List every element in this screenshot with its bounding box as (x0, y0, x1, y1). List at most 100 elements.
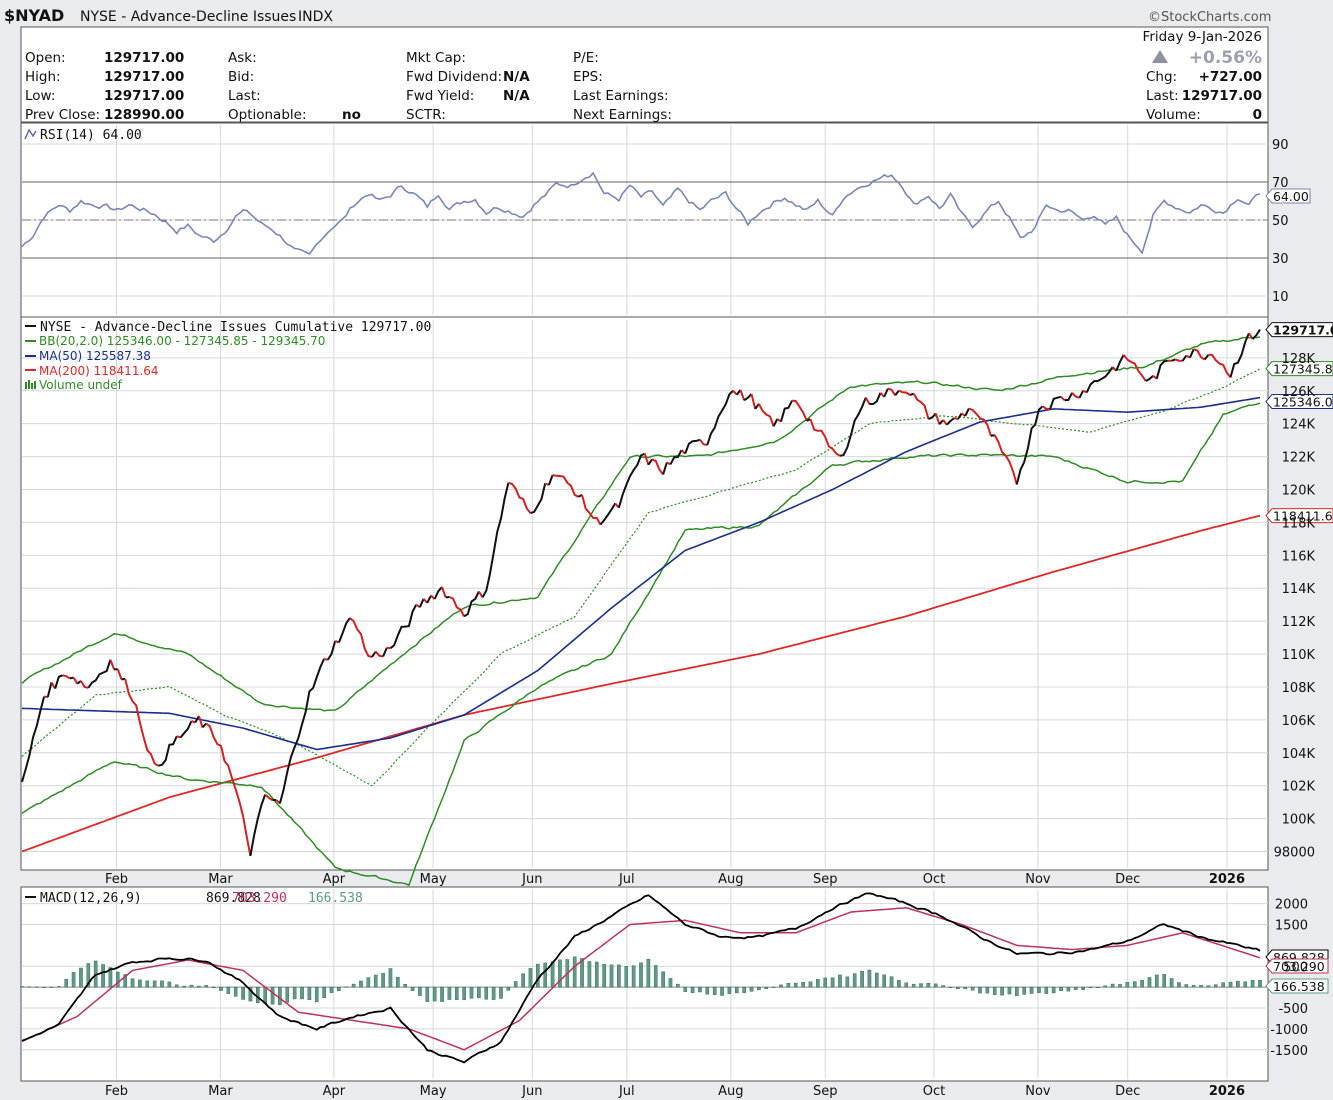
last-label-left: Last: (228, 88, 261, 104)
price-line-segment (326, 640, 337, 661)
fwd-dividend-label: Fwd Dividend: (406, 69, 502, 85)
x-tick-label: Mar (208, 872, 233, 887)
macd-histogram-bar (64, 978, 69, 988)
price-current-label: 125346.0 (1265, 394, 1333, 410)
price-line-segment (205, 722, 252, 857)
price-line-segment (750, 393, 757, 410)
macd-histogram-bar (705, 986, 710, 995)
macd-histogram-bar (948, 986, 953, 988)
price-legend: NYSE - Advance-Decline Issues Cumulative… (25, 320, 431, 392)
macd-histogram-bar (484, 986, 489, 1000)
macd-histogram-bar (145, 980, 150, 988)
price-tick-label: 104K (1282, 747, 1316, 762)
price-line-segment (643, 453, 650, 466)
macd-legend: MACD(12,26,9) 869.828 703.290 166.538 (25, 891, 363, 906)
price-plot: 129717.0 127345.8 125346.0 118411.6 (21, 322, 1333, 887)
macd-histogram-bar (1184, 984, 1189, 988)
macd-legend-macd: 869.828 (206, 891, 261, 906)
price-current-label: 118411.6 (1265, 508, 1333, 524)
macd-histogram-bar (742, 986, 746, 993)
title-bar: $NYAD NYSE - Advance-Decline Issues INDX… (4, 6, 1271, 25)
price-current-box (1265, 394, 1333, 410)
macd-histogram-bar (241, 986, 245, 1000)
price-line-segment (1193, 348, 1206, 361)
macd-current-label: 166.538 (1265, 978, 1329, 994)
price-line-segment (176, 735, 181, 739)
price-line-segment (80, 680, 89, 689)
macd-histogram-bar (211, 986, 216, 989)
macd-histogram-bar (425, 986, 430, 1002)
price-line-segment (791, 399, 808, 422)
macd-histogram-bar (683, 986, 688, 992)
macd-histogram-bar (1155, 974, 1159, 988)
macd-histogram-bar (27, 986, 32, 988)
bb-legend-text: BB(20,2.0) 125346.00 - 127345.85 - 12934… (39, 334, 325, 348)
price-line-segment (449, 596, 465, 617)
macd-histogram-bar (875, 972, 879, 988)
price-line-segment (201, 722, 207, 729)
rsi-tick-label: 70 (1272, 176, 1289, 191)
brand[interactable]: StockCharts.com (1161, 10, 1271, 25)
macd-histogram-bar (263, 986, 267, 1004)
macd-histogram-bar (285, 986, 290, 1003)
price-line-segment (264, 793, 274, 801)
last-label: Last: (1146, 88, 1179, 104)
price-line-segment (197, 715, 204, 728)
macd-histogram-bar (138, 979, 142, 988)
macd-histogram-bar (771, 986, 776, 988)
price-line-segment (72, 677, 79, 685)
macd-histogram-bar (919, 983, 923, 988)
bb-middle-line (21, 368, 1261, 787)
macd-histogram-bar (314, 986, 319, 1003)
pct-change: +0.56% (1189, 48, 1262, 68)
macd-histogram-bar (889, 976, 894, 988)
macd-histogram-bar (1177, 982, 1181, 988)
macd-histogram-bar (1051, 986, 1056, 994)
price-tick-label: 110K (1282, 648, 1316, 663)
macd-tick-label: -500 (1278, 1002, 1308, 1017)
macd-tick-label: 2000 (1275, 898, 1308, 913)
price-line-segment (883, 388, 889, 398)
symbol-description: NYSE - Advance-Decline Issues (80, 9, 296, 25)
rsi-current-box (1265, 188, 1311, 204)
rsi-legend-text: RSI(14) 64.00 (40, 128, 142, 143)
macd-histogram-bar (985, 986, 990, 994)
x-tick-label: Oct (923, 1084, 945, 1099)
macd-histogram-bar (1250, 980, 1255, 988)
macd-histogram-bar (57, 986, 61, 988)
symbol: $NYAD (4, 6, 64, 25)
price-line-segment (508, 481, 532, 514)
price-line-segment (179, 720, 193, 739)
price-line-segment (441, 586, 447, 598)
macd-histogram-bar (396, 976, 400, 988)
macd-histogram-bar (329, 986, 334, 993)
macd-histogram-bar (749, 986, 754, 992)
price-line-segment (894, 389, 900, 396)
price-line-segment (647, 458, 653, 466)
price-line-segment (651, 458, 664, 476)
price-line-segment (1122, 354, 1147, 382)
price-line-segment (780, 400, 793, 422)
price-line-segment (191, 720, 196, 724)
macd-histogram-bar (462, 986, 466, 1001)
price-line-segment (912, 393, 930, 420)
macd-histogram-bar (410, 986, 415, 991)
macd-histogram-bar (322, 986, 326, 999)
volume-value: 0 (1253, 107, 1262, 123)
macd-histogram-bar (978, 986, 982, 994)
price-current-value: 129717.0 (1273, 323, 1333, 338)
quote-date: Friday 9-Jan-2026 (1143, 29, 1262, 45)
eps-label: EPS: (573, 69, 603, 85)
macd-histogram-bar (904, 982, 909, 988)
axis-labels: Feb Feb Mar Mar Apr Apr May May Jun Jun Jul Jul Aug A… (105, 138, 1315, 1099)
high-label: High: (25, 69, 61, 85)
macd-histogram-bar (897, 980, 901, 988)
ma200-line (21, 514, 1261, 853)
macd-histogram-bar (712, 986, 717, 995)
rsi-tick-label: 30 (1272, 252, 1289, 267)
grid-lines (22, 125, 1268, 1079)
macd-histogram-bar (1081, 986, 1085, 991)
macd-histogram-bar (845, 976, 850, 988)
price-line-segment (839, 397, 867, 457)
price-line-segment (993, 434, 1018, 485)
